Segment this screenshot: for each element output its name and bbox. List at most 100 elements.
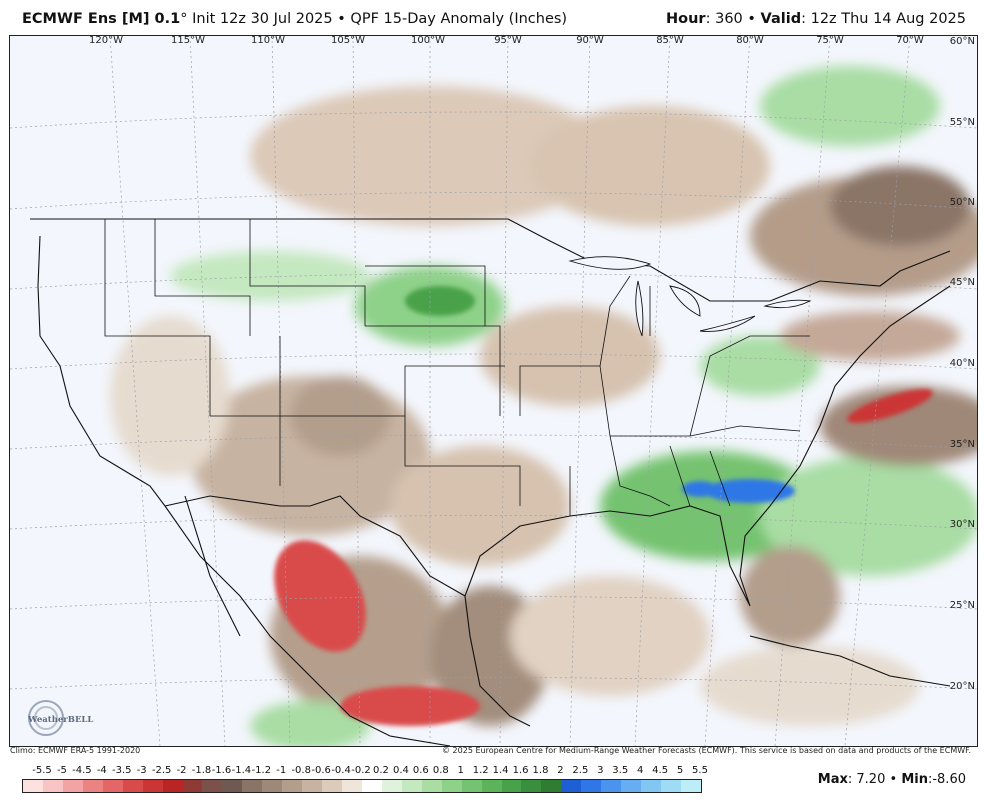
mexico-gulf-coast <box>464 595 531 727</box>
legend-label: -4.5 <box>72 765 92 776</box>
legend-swatch <box>82 780 103 792</box>
legend-swatch <box>501 780 522 792</box>
lon-label: 115°W <box>171 35 205 46</box>
legend-label: 4 <box>636 765 644 776</box>
lat-label: 45°N <box>949 277 975 288</box>
northeast-dry <box>780 311 960 361</box>
legend-label: -5 <box>56 765 67 776</box>
baja-california <box>184 495 241 637</box>
lat-label: 55°N <box>949 117 975 128</box>
pacific-wet <box>250 701 370 746</box>
legend-label: -4 <box>96 765 107 776</box>
legend-label: -2 <box>176 765 187 776</box>
lat-label: 35°N <box>949 439 975 450</box>
legend-labels: -5.5 -5 -4.5 -4 -3.5 -3 -2.5 -2 -1.8 -1.6 -1.4 -1.2… <box>22 765 708 777</box>
legend-label: 0.8 <box>432 765 449 776</box>
max-value: : 7.20 <box>847 772 886 787</box>
legend-label: 4.5 <box>652 765 669 776</box>
atlantic-dry-max <box>847 389 933 423</box>
lat-label: 60°N <box>949 36 975 47</box>
min-label: Min <box>901 772 928 787</box>
valid-value: : 12z Thu 14 Aug 2025 <box>801 11 966 27</box>
legend-label: -1.2 <box>251 765 272 776</box>
legend-swatch <box>242 780 263 792</box>
legend-swatch <box>142 780 163 792</box>
lon-label: 80°W <box>736 35 764 46</box>
lon-label: 95°W <box>494 35 522 46</box>
gulf-dry <box>510 576 710 696</box>
lat-label: 50°N <box>949 197 975 208</box>
lon-label: 90°W <box>576 35 604 46</box>
legend-swatch <box>661 780 681 792</box>
legend-swatch <box>282 780 303 792</box>
labrador-wet <box>760 66 940 146</box>
great-lakes <box>568 256 812 337</box>
legend-swatch <box>62 780 83 792</box>
legend-label: 1 <box>457 765 464 776</box>
legend-swatch <box>441 780 462 792</box>
caribbean-dry <box>700 646 920 726</box>
legend-swatch <box>162 780 183 792</box>
legend-label: -0.8 <box>291 765 311 776</box>
max-min-stats: Max: 7.20 • Min:-8.60 <box>818 772 966 787</box>
hour-label: Hour <box>666 11 706 27</box>
legend-swatch <box>561 780 582 792</box>
lon-label: 120°W <box>89 35 123 46</box>
pacific-coast <box>37 235 166 507</box>
legend-swatch <box>381 780 402 792</box>
max-label: Max <box>817 772 848 787</box>
legend-swatch <box>182 780 203 792</box>
map-canvas <box>10 36 977 746</box>
legend-label: 5 <box>676 765 684 776</box>
model-name: ECMWF Ens [M] 0.1 <box>22 11 181 27</box>
legend-swatch <box>621 780 642 792</box>
lon-label: 85°W <box>656 35 684 46</box>
gulf-atlantic-coast <box>464 285 951 607</box>
legend-label: 1.6 <box>512 765 529 776</box>
great-basin-dry <box>110 316 230 476</box>
precip-anomaly-map: 120°W 115°W 110°W 105°W 100°W 95°W 90°W 85°W 80°… <box>9 35 978 747</box>
legend-label: 1.8 <box>532 765 549 776</box>
legend-swatch <box>641 780 661 792</box>
header-bar: ECMWF Ens [M] 0.1° Init 12z 30 Jul 2025 … <box>0 0 984 34</box>
legend-label: 0.2 <box>373 765 389 776</box>
midwest-dry <box>480 306 660 406</box>
great-lakes-border <box>507 218 951 302</box>
legend-swatch <box>680 780 701 792</box>
legend-label: -0.4 <box>331 765 351 776</box>
weatherbell-logo: WeatherBELL <box>27 700 93 736</box>
legend-swatch <box>302 780 323 792</box>
legend-swatch <box>202 780 223 792</box>
sierra-madre-dry-max <box>274 540 366 652</box>
legend-label: -1.6 <box>211 765 232 776</box>
legend-label: -2.5 <box>151 765 172 776</box>
boundaries <box>30 218 951 746</box>
legend-swatch <box>262 780 283 792</box>
georgia-wet-max <box>682 481 718 497</box>
atlantic-dry-band <box>820 386 977 466</box>
degree-symbol: ° <box>180 11 188 27</box>
hour-value: : 360 <box>705 11 743 27</box>
lat-label: 20°N <box>949 681 975 692</box>
legend-swatch <box>581 780 602 792</box>
legend-label: 2 <box>557 765 564 776</box>
legend-label: 1.4 <box>492 765 509 776</box>
legend-label: -3.5 <box>111 765 132 776</box>
texas-dry <box>390 446 570 566</box>
lon-label: 100°W <box>411 35 445 46</box>
legend-swatch <box>421 780 442 792</box>
lon-label: 105°W <box>331 35 365 46</box>
legend-label: 3.5 <box>612 765 629 776</box>
legend-swatch <box>601 780 622 792</box>
bahamas-dry <box>740 546 840 646</box>
anomaly-peaks <box>274 286 933 726</box>
legend-label: -3 <box>136 765 147 776</box>
lat-label: 30°N <box>949 519 975 530</box>
quebec-core-dry <box>830 166 970 246</box>
lat-label: 40°N <box>949 358 975 369</box>
legend-label: -0.6 <box>311 765 331 776</box>
montana-wet <box>170 251 370 301</box>
mexico-pacific-coast <box>164 505 451 746</box>
lon-label: 70°W <box>896 35 924 46</box>
product-name: QPF 15-Day Anomaly (Inches) <box>350 11 568 27</box>
